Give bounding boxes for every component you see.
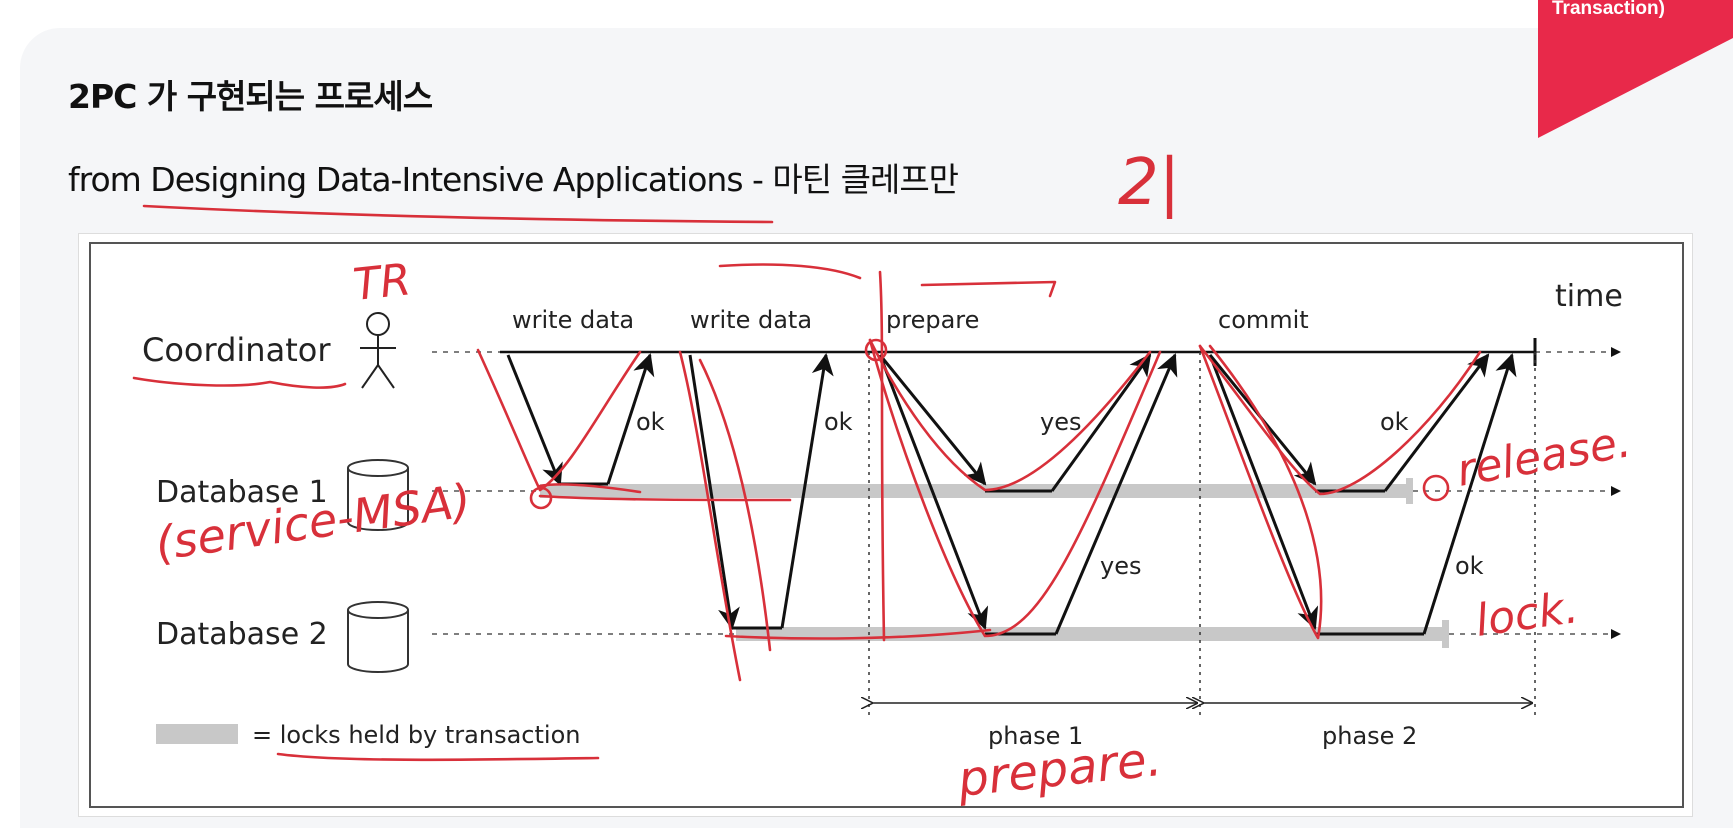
yes-label-1: yes (1040, 408, 1081, 436)
coordinator-label: Coordinator (142, 331, 331, 369)
commit-label: commit (1218, 306, 1309, 334)
database-2-icon (347, 601, 409, 673)
prepare-label: prepare (886, 306, 979, 334)
arrow-ok-from-db2-2 (1422, 353, 1517, 635)
arrow-ok-from-db2-1 (780, 353, 834, 629)
coordinator-person-icon (360, 312, 396, 389)
ok-label-4: ok (1455, 552, 1484, 580)
corner-banner-shape (1538, 0, 1733, 138)
write-data-label-1: write data (512, 306, 634, 334)
legend-lock-swatch (156, 724, 238, 744)
database-1-label: Database 1 (156, 475, 328, 510)
yes-label-2: yes (1100, 552, 1141, 580)
lock-bar-db1-end (1406, 478, 1413, 504)
ok-label-2: ok (824, 408, 853, 436)
lock-bar-db2-end (1442, 620, 1449, 648)
arrow-commit-db1 (1208, 354, 1317, 486)
phase-2-label: phase 2 (1322, 722, 1417, 750)
slide-subtitle: from Designing Data-Intensive Applicatio… (68, 160, 959, 199)
slide-title: 2PC 가 구현되는 프로세스 (68, 77, 433, 116)
corner-banner-label: Transaction) (1552, 0, 1665, 19)
ok-label-3: ok (1380, 408, 1409, 436)
legend-label: = locks held by transaction (252, 721, 580, 749)
lock-bar-db1 (540, 484, 1412, 498)
time-label: time (1555, 279, 1623, 314)
write-data-label-2: write data (690, 306, 812, 334)
ok-label-1: ok (636, 408, 665, 436)
corner-banner (1538, 0, 1733, 138)
phase-1-label: phase 1 (988, 722, 1083, 750)
database-1-icon (347, 459, 409, 531)
database-2-label: Database 2 (156, 617, 328, 652)
arrow-write-data-db1 (506, 354, 563, 486)
arrow-prepare-db1 (878, 354, 987, 486)
